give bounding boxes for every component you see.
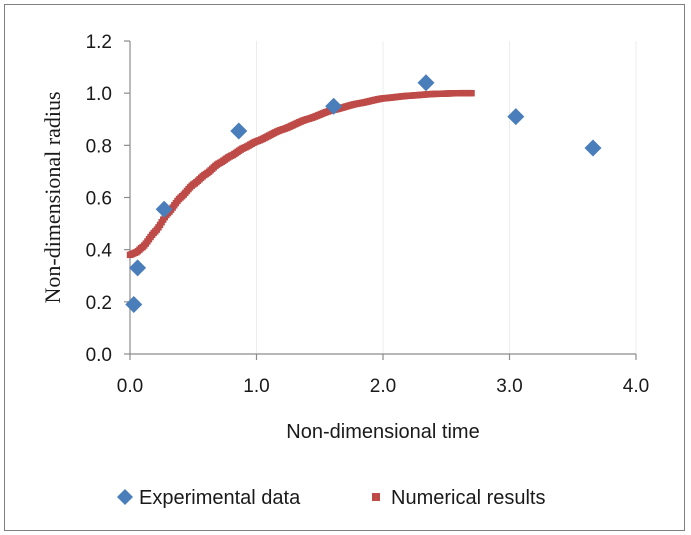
grid-layer [256,41,637,354]
numerical-point-216 [468,89,475,97]
y-tick-label-3: 0.6 [86,189,112,210]
x-axis-title: Non-dimensional time [286,421,479,443]
experimental-point-6 [507,108,525,126]
tick-layer: 0.0 1.0 2.0 3.0 4.0 0.0 0.2 0.4 0.6 0.8 1.0 1.2 [86,32,650,397]
experimental-point-7 [584,139,602,157]
chart-frame [4,4,685,531]
x-tick-label-4: 4.0 [623,376,649,397]
experimental-point-3 [230,122,248,140]
experimental-point-0 [125,295,143,313]
y-axis-title: Non-dimensional radius [40,91,65,303]
legend-label-numerical: Numerical results [391,487,545,509]
experimental-point-5 [417,74,435,92]
legend: Experimental data Numerical results [117,487,545,509]
experimental-point-1 [129,259,147,277]
legend-marker-numerical [372,493,380,501]
x-tick-label-0: 0.0 [117,376,143,397]
y-tick-label-5: 1.0 [86,84,112,105]
series-layer [125,74,602,313]
x-tick-label-2: 2.0 [370,376,396,397]
y-tick-label-4: 0.8 [86,136,112,157]
x-tick-label-1: 1.0 [243,376,269,397]
x-tick-label-3: 3.0 [496,376,522,397]
y-tick-label-0: 0.0 [86,345,112,366]
y-tick-label-2: 0.4 [86,241,113,262]
experimental-point-2 [155,200,173,218]
experimental-point-4 [325,97,343,115]
legend-label-experimental: Experimental data [139,487,301,509]
series-numerical-results [126,89,475,259]
legend-marker-experimental [117,489,133,505]
y-tick-label-1: 0.2 [86,293,112,314]
series-experimental-data [125,74,602,313]
y-tick-label-6: 1.2 [86,32,112,53]
